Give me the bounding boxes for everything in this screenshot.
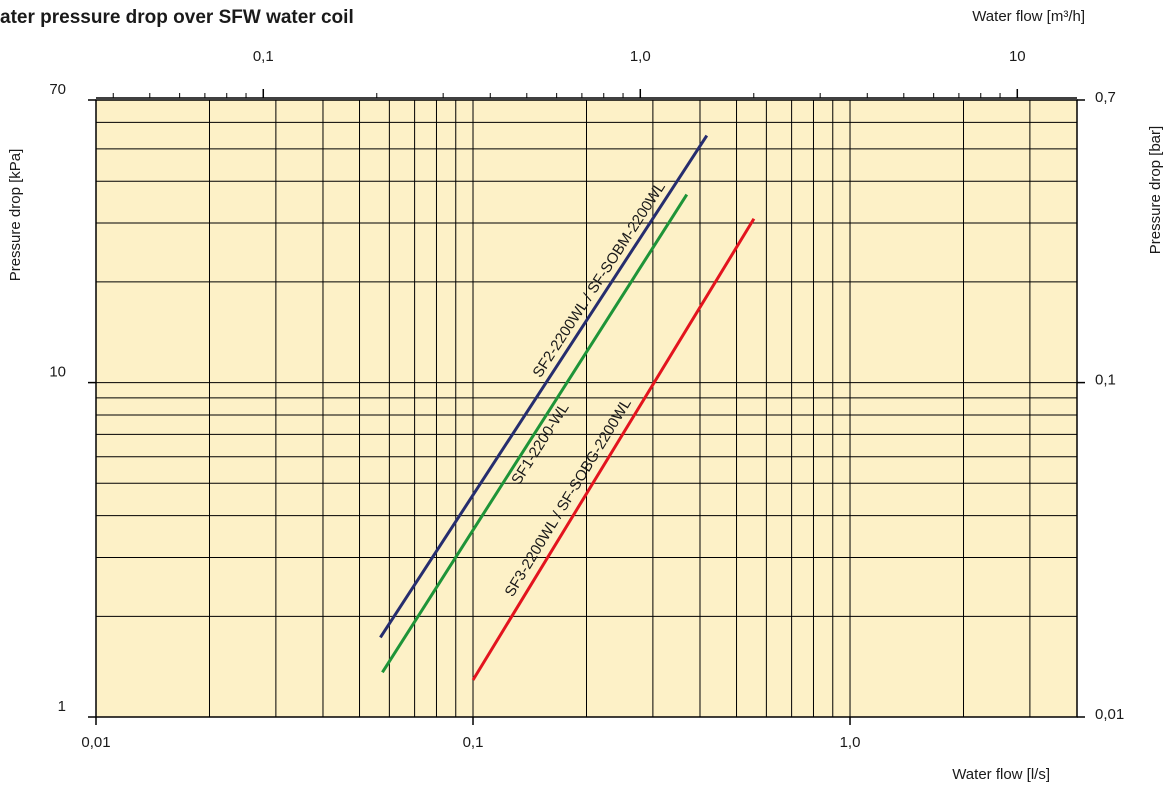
- y-tick-label: 70: [49, 81, 66, 98]
- x-tick-label: 0,01: [81, 734, 110, 751]
- x2-tick-label: 10: [1009, 48, 1026, 65]
- y2-tick-label: 0,01: [1095, 706, 1124, 723]
- y-tick-label: 1: [58, 698, 66, 715]
- x2-tick-label: 1,0: [630, 48, 651, 65]
- series-line: [471, 217, 756, 681]
- x2-axis-label: Water flow [m³/h]: [972, 8, 1085, 25]
- series-line: [379, 134, 709, 639]
- series-line: [381, 193, 689, 674]
- y2-tick-label: 0,7: [1095, 89, 1116, 106]
- chart-title: ater pressure drop over SFW water coil: [0, 7, 354, 28]
- y-tick-label: 10: [49, 364, 66, 381]
- y-axis-label: Pressure drop [kPa]: [7, 149, 24, 282]
- y2-axis-label: Pressure drop [bar]: [1147, 126, 1164, 254]
- x2-tick-label: 0,1: [253, 48, 274, 65]
- x-axis-label: Water flow [l/s]: [952, 766, 1050, 783]
- x-tick-label: 1,0: [840, 734, 861, 751]
- y2-tick-label: 0,1: [1095, 372, 1116, 389]
- x-tick-label: 0,1: [463, 734, 484, 751]
- plot-frame: [95, 99, 1078, 718]
